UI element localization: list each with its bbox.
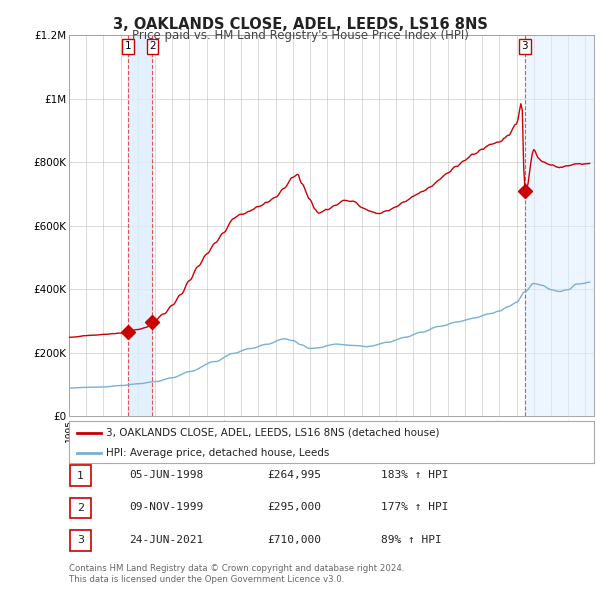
Bar [525,35,594,416]
Text: 09-NOV-1999: 09-NOV-1999 [129,503,203,512]
Text: 3: 3 [77,536,84,545]
Bar [128,35,152,416]
Text: 1: 1 [125,41,131,51]
Text: 177% ↑ HPI: 177% ↑ HPI [381,503,449,512]
Text: 183% ↑ HPI: 183% ↑ HPI [381,470,449,480]
Text: £710,000: £710,000 [267,535,321,545]
Text: £295,000: £295,000 [267,503,321,512]
Text: 3: 3 [521,41,528,51]
Text: 3, OAKLANDS CLOSE, ADEL, LEEDS, LS16 8NS: 3, OAKLANDS CLOSE, ADEL, LEEDS, LS16 8NS [113,17,487,31]
Text: 2: 2 [149,41,156,51]
Text: HPI: Average price, detached house, Leeds: HPI: Average price, detached house, Leed… [106,448,329,457]
Text: 1: 1 [77,471,84,480]
Text: Contains HM Land Registry data © Crown copyright and database right 2024.: Contains HM Land Registry data © Crown c… [69,565,404,573]
Text: 89% ↑ HPI: 89% ↑ HPI [381,535,442,545]
Text: 2: 2 [77,503,84,513]
Text: 24-JUN-2021: 24-JUN-2021 [129,535,203,545]
Text: £264,995: £264,995 [267,470,321,480]
Text: 3, OAKLANDS CLOSE, ADEL, LEEDS, LS16 8NS (detached house): 3, OAKLANDS CLOSE, ADEL, LEEDS, LS16 8NS… [106,428,439,438]
Text: Price paid vs. HM Land Registry's House Price Index (HPI): Price paid vs. HM Land Registry's House … [131,30,469,42]
Text: This data is licensed under the Open Government Licence v3.0.: This data is licensed under the Open Gov… [69,575,344,584]
Text: 05-JUN-1998: 05-JUN-1998 [129,470,203,480]
